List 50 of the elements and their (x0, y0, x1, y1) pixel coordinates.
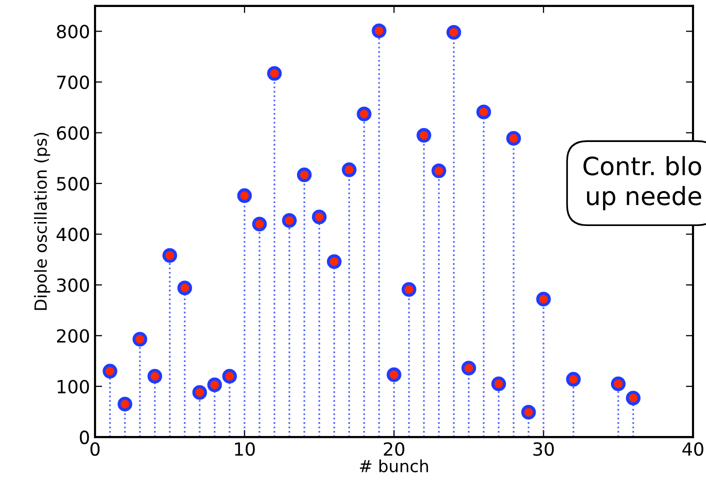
point (282, 213, 297, 228)
point (476, 104, 492, 120)
point (102, 364, 118, 378)
x-tick-label: 30 (533, 442, 554, 456)
point (386, 367, 402, 382)
y-tick-label: 600 (56, 126, 89, 140)
point (626, 390, 641, 406)
point (461, 360, 476, 376)
point (446, 24, 462, 40)
y-tick-label: 400 (56, 228, 89, 242)
point (147, 368, 162, 384)
point (207, 378, 222, 392)
y-tick-label: 0 (80, 430, 89, 444)
point (177, 280, 192, 296)
point (267, 66, 282, 81)
point (252, 216, 267, 232)
y-tick-label: 200 (57, 329, 89, 343)
y-tick-label: 800 (56, 24, 89, 38)
point (132, 332, 148, 347)
x-tick-label: 0 (90, 442, 100, 456)
annotation: Contr. blo up neede (583, 156, 702, 210)
point (222, 368, 237, 384)
point (342, 162, 357, 178)
point (326, 254, 342, 269)
x-tick-label: 20 (384, 442, 404, 456)
point (118, 396, 132, 412)
x-axis-title: # bunch (360, 459, 428, 472)
point (521, 404, 536, 420)
point (416, 128, 432, 143)
x-tick-label: 40 (682, 442, 704, 456)
y-tick-label: 300 (57, 278, 89, 292)
point (491, 376, 506, 392)
y-tick-label: 700 (57, 75, 89, 90)
point (402, 282, 416, 297)
point (162, 248, 178, 263)
point (566, 372, 581, 387)
point (536, 292, 551, 306)
point (296, 168, 312, 182)
point (312, 210, 327, 224)
y-tick-label: 500 (57, 176, 89, 191)
y-tick-label: 100 (58, 380, 89, 394)
y-axis-title: Dipole oscillation (ps) (34, 132, 50, 310)
point (237, 188, 252, 203)
point (372, 23, 386, 38)
point (356, 106, 372, 122)
point (192, 385, 208, 400)
x-tick-label: 10 (235, 442, 255, 456)
point (506, 130, 521, 146)
point (432, 163, 446, 178)
point (610, 376, 626, 392)
